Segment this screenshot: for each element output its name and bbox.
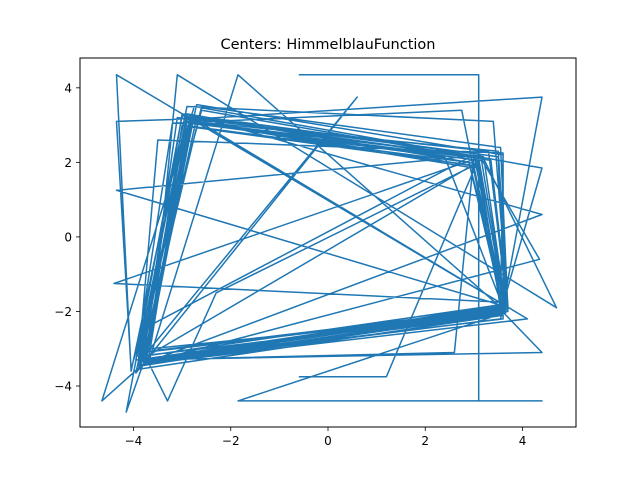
chart-title: Centers: HimmelblauFunction xyxy=(221,37,436,53)
x-axis: −4 −2 0 2 4 xyxy=(125,427,527,448)
y-tick-label: −4 xyxy=(54,380,72,394)
x-tick-label: −2 xyxy=(222,434,240,448)
x-tick-label: 2 xyxy=(421,434,429,448)
y-tick-label: 4 xyxy=(64,81,72,95)
series-layer xyxy=(101,74,558,413)
x-tick-label: 4 xyxy=(519,434,527,448)
y-tick-label: 2 xyxy=(64,156,72,170)
series-line-0 xyxy=(101,74,558,413)
x-tick-label: −4 xyxy=(125,434,143,448)
y-axis: −4 −2 0 2 4 xyxy=(54,81,80,394)
y-tick-label: −2 xyxy=(54,305,72,319)
x-tick-label: 0 xyxy=(324,434,332,448)
y-tick-label: 0 xyxy=(64,230,72,244)
